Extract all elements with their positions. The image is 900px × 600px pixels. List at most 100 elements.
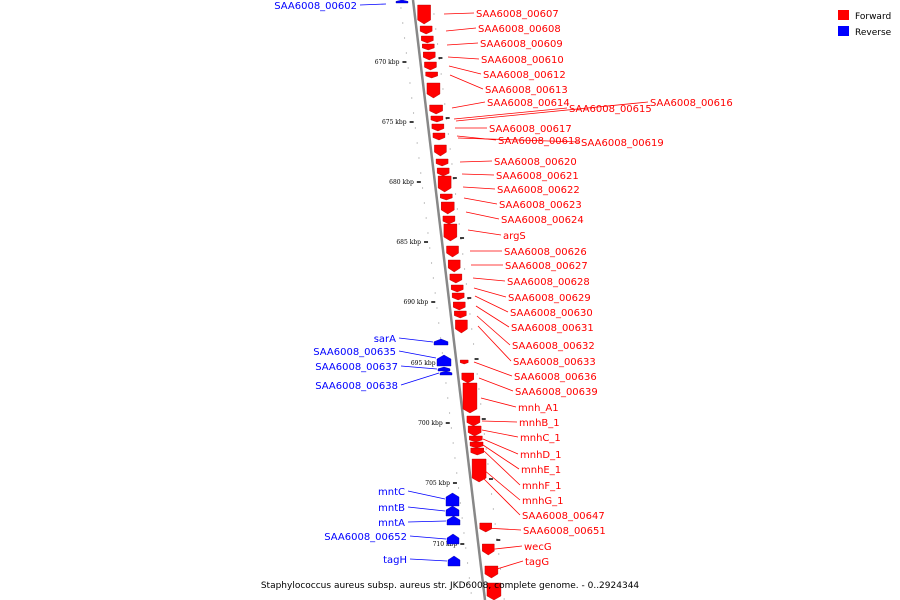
gene-label: SAA6008_00623 bbox=[499, 200, 582, 211]
reverse-feature bbox=[446, 515, 461, 526]
strand-dot bbox=[480, 403, 482, 405]
gene-label: SAA6008_00614 bbox=[487, 98, 570, 109]
gene-label: SAA6008_00628 bbox=[507, 277, 590, 288]
gene-label: SAA6008_00626 bbox=[504, 247, 587, 258]
label-leader-line bbox=[483, 450, 521, 486]
strand-dot bbox=[418, 157, 420, 159]
label-leader-line bbox=[482, 438, 519, 455]
strand-dot bbox=[463, 268, 466, 270]
forward-feature bbox=[421, 35, 434, 44]
gene-label: SAA6008_00613 bbox=[485, 85, 568, 96]
gene-label: SAA6008_00629 bbox=[508, 293, 591, 304]
forward-feature bbox=[479, 522, 492, 533]
strand-dot bbox=[420, 172, 422, 174]
strand-dot bbox=[416, 142, 418, 144]
strand-dot bbox=[454, 457, 456, 459]
label-leader-line bbox=[445, 27, 477, 32]
strand-dot bbox=[433, 13, 435, 15]
forward-feature bbox=[469, 441, 484, 449]
kbp-tick-label: 700 kbp bbox=[418, 420, 443, 427]
gene-features bbox=[395, 0, 502, 600]
gene-label: SAA6008_00610 bbox=[481, 55, 564, 66]
forward-feature bbox=[449, 273, 463, 284]
strand-dot bbox=[470, 592, 472, 594]
gene-label: mnhE_1 bbox=[521, 465, 561, 476]
strand-dot bbox=[468, 577, 470, 579]
gene-label: SAA6008_00638 bbox=[315, 381, 398, 392]
kbp-tick-label: 695 kbp bbox=[411, 360, 436, 367]
forward-feature bbox=[470, 447, 484, 456]
label-leader-line bbox=[472, 277, 506, 282]
gene-label: argS bbox=[503, 231, 526, 242]
forward-feature bbox=[441, 201, 455, 215]
forward-feature bbox=[469, 435, 483, 443]
strand-dot bbox=[442, 88, 444, 90]
strand-dot bbox=[492, 508, 494, 510]
reverse-feature bbox=[445, 492, 460, 507]
strand-dot bbox=[459, 502, 461, 504]
strand-dot bbox=[501, 583, 503, 585]
reverse-feature bbox=[437, 366, 451, 372]
label-leader-line bbox=[446, 42, 479, 46]
strand-dot bbox=[447, 133, 449, 135]
strand-dot bbox=[427, 232, 429, 234]
forward-feature bbox=[486, 582, 502, 600]
forward-feature bbox=[423, 51, 436, 61]
gene-label: SAA6008_00609 bbox=[480, 39, 563, 50]
strand-dot bbox=[503, 598, 505, 600]
strand-dot bbox=[469, 313, 471, 315]
strand-dot bbox=[436, 43, 439, 45]
label-leader-line bbox=[359, 3, 387, 6]
strand-dot bbox=[461, 517, 463, 519]
forward-feature bbox=[426, 82, 441, 99]
gene-labels: SAA6008_00602 SAA6008_00607 SAA6008_00608 S… bbox=[274, 1, 733, 568]
forward-feature bbox=[460, 359, 469, 365]
map-caption: Staphylococcus aureus subsp. aureus str.… bbox=[261, 581, 640, 591]
label-leader-line bbox=[461, 173, 495, 176]
label-leader-line bbox=[400, 372, 440, 386]
gene-label: sarA bbox=[374, 334, 396, 345]
label-leader-line bbox=[480, 397, 517, 408]
reverse-feature bbox=[439, 370, 453, 376]
forward-feature bbox=[422, 43, 435, 51]
gene-label: SAA6008_00607 bbox=[476, 9, 559, 20]
label-leader-line bbox=[478, 377, 514, 392]
legend-reverse-swatch bbox=[838, 26, 849, 36]
gene-label: mnhC_1 bbox=[520, 433, 561, 444]
forward-feature bbox=[466, 415, 481, 427]
strand-dot bbox=[421, 187, 424, 189]
label-leader-line bbox=[473, 361, 513, 377]
reverse-feature bbox=[446, 533, 460, 545]
gene-label: SAA6008_00612 bbox=[483, 70, 566, 81]
label-leader-line bbox=[486, 560, 524, 573]
gene-label: tagH bbox=[383, 555, 407, 566]
forward-feature bbox=[455, 319, 468, 334]
label-leader-line bbox=[482, 477, 521, 516]
gene-label: mnh_A1 bbox=[518, 403, 559, 414]
strand-dot bbox=[471, 328, 473, 330]
reverse-feature bbox=[447, 555, 461, 567]
gene-label: SAA6008_00619 bbox=[581, 138, 664, 149]
label-leader-line bbox=[482, 444, 520, 470]
gene-label: SAA6008_00620 bbox=[494, 157, 577, 168]
forward-feature bbox=[437, 175, 452, 193]
forward-feature bbox=[436, 167, 450, 177]
gene-label: mntA bbox=[378, 518, 405, 529]
strand-dot bbox=[466, 562, 469, 564]
gene-label: SAA6008_00627 bbox=[505, 261, 588, 272]
strand-dot bbox=[402, 22, 404, 24]
strand-dot bbox=[472, 343, 475, 345]
reverse-feature bbox=[433, 338, 449, 346]
label-leader-line bbox=[459, 160, 493, 163]
label-leader-line bbox=[453, 107, 568, 120]
reverse-feature bbox=[436, 354, 452, 367]
strand-dot bbox=[444, 103, 446, 105]
gene-label: SAA6008_00630 bbox=[510, 308, 593, 319]
forward-feature bbox=[429, 104, 443, 115]
gene-label: SAA6008_00618 bbox=[498, 136, 581, 147]
strand-dot bbox=[425, 217, 427, 219]
label-leader-line bbox=[475, 305, 510, 328]
strand-dot bbox=[411, 97, 413, 99]
strand-dot bbox=[448, 412, 451, 414]
